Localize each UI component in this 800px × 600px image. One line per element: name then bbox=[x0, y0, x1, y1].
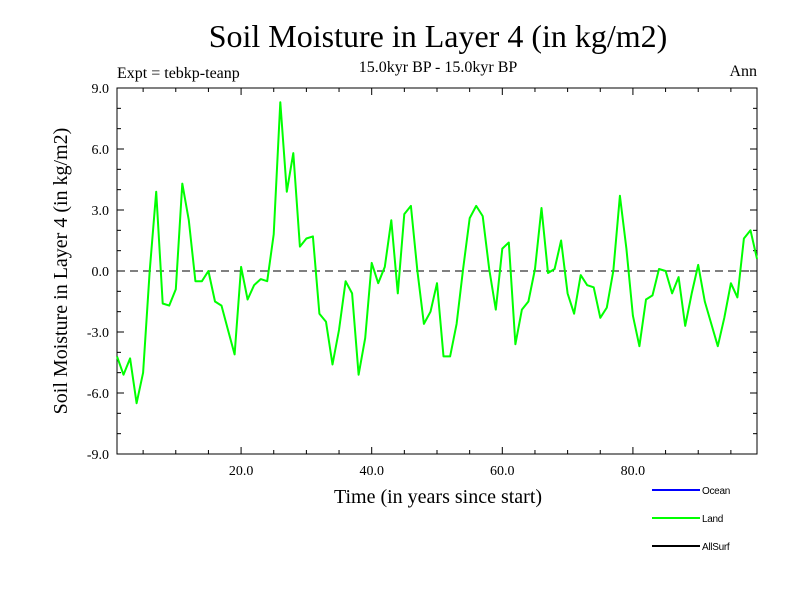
y-tick-label: 9.0 bbox=[92, 82, 110, 97]
y-tick-label: 3.0 bbox=[92, 204, 110, 219]
y-tick-label: -6.0 bbox=[87, 387, 109, 402]
legend-label-land: Land bbox=[702, 514, 723, 525]
period-label: 15.0kyr BP - 15.0kyr BP bbox=[359, 59, 518, 76]
x-tick-label: 60.0 bbox=[490, 464, 515, 479]
y-tick-label: 0.0 bbox=[92, 265, 110, 280]
season-label: Ann bbox=[729, 63, 757, 80]
y-tick-label: 6.0 bbox=[92, 143, 110, 158]
legend-label-ocean: Ocean bbox=[702, 486, 730, 497]
x-tick-label: 40.0 bbox=[359, 464, 384, 479]
y-tick-label: -3.0 bbox=[87, 326, 109, 341]
chart-title: Soil Moisture in Layer 4 (in kg/m2) bbox=[209, 18, 668, 54]
y-tick-labels: -9.0 -6.0 -3.0 0.0 3.0 6.0 9.0 bbox=[87, 82, 109, 463]
x-tick-label: 80.0 bbox=[621, 464, 646, 479]
y-axis-label: Soil Moisture in Layer 4 (in kg/m2) bbox=[50, 128, 72, 415]
x-axis-label: Time (in years since start) bbox=[334, 486, 542, 508]
x-tick-label: 20.0 bbox=[229, 464, 254, 479]
y-tick-label: -9.0 bbox=[87, 448, 109, 463]
legend-label-allsurf: AllSurf bbox=[702, 542, 730, 553]
experiment-label: Expt = tebkp-teanp bbox=[117, 65, 240, 82]
x-tick-labels: 20.0 40.0 60.0 80.0 bbox=[229, 464, 645, 479]
axis-ticks bbox=[117, 87, 757, 455]
series-line-land bbox=[116, 101, 758, 405]
legend: Ocean Land AllSurf bbox=[652, 486, 730, 553]
